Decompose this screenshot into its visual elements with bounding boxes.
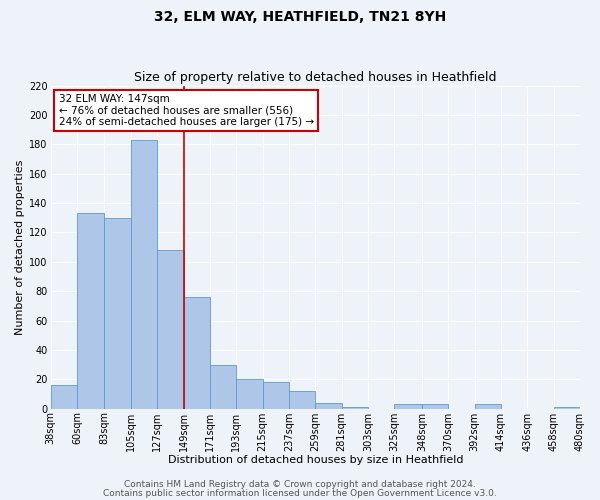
Bar	[210, 364, 236, 408]
X-axis label: Distribution of detached houses by size in Heathfield: Distribution of detached houses by size …	[167, 455, 463, 465]
Text: Contains public sector information licensed under the Open Government Licence v3: Contains public sector information licen…	[103, 488, 497, 498]
Text: Contains HM Land Registry data © Crown copyright and database right 2024.: Contains HM Land Registry data © Crown c…	[124, 480, 476, 489]
Text: 32, ELM WAY, HEATHFIELD, TN21 8YH: 32, ELM WAY, HEATHFIELD, TN21 8YH	[154, 10, 446, 24]
Bar	[554, 407, 580, 408]
Text: 32 ELM WAY: 147sqm
← 76% of detached houses are smaller (556)
24% of semi-detach: 32 ELM WAY: 147sqm ← 76% of detached hou…	[59, 94, 314, 127]
Bar	[394, 404, 422, 408]
Bar	[341, 407, 368, 408]
Bar	[131, 140, 157, 408]
Bar	[77, 214, 104, 408]
Bar	[184, 297, 210, 408]
Bar	[104, 218, 131, 408]
Title: Size of property relative to detached houses in Heathfield: Size of property relative to detached ho…	[134, 72, 497, 85]
Bar	[289, 391, 315, 408]
Bar	[475, 404, 501, 408]
Bar	[315, 403, 341, 408]
Y-axis label: Number of detached properties: Number of detached properties	[15, 160, 25, 335]
Bar	[236, 380, 263, 408]
Bar	[157, 250, 184, 408]
Bar	[422, 404, 448, 408]
Bar	[50, 385, 77, 408]
Bar	[263, 382, 289, 408]
